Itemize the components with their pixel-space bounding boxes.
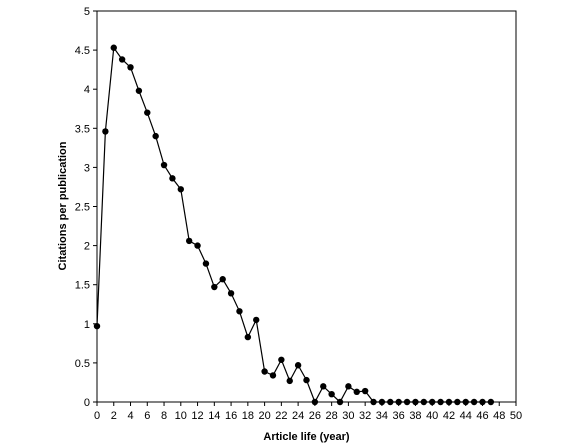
data-point	[328, 390, 335, 398]
data-point	[345, 383, 352, 390]
x-tick-label: 48	[493, 410, 505, 422]
y-axis-title: Citations per publication	[57, 141, 69, 270]
series-line	[96, 46, 491, 404]
data-point	[487, 398, 495, 406]
x-tick-label: 28	[326, 410, 338, 422]
data-point	[437, 398, 444, 406]
y-tick-label: 2.5	[75, 202, 90, 214]
y-tick-label: 3	[84, 162, 90, 174]
data-point	[336, 398, 344, 406]
x-tick-label: 30	[342, 410, 354, 422]
data-point	[102, 128, 109, 135]
data-point	[470, 398, 478, 406]
y-tick-label: 1	[84, 319, 90, 331]
data-point	[127, 64, 134, 71]
data-point	[269, 372, 277, 379]
x-axis-title: Article life (year)	[263, 431, 350, 443]
plot-frame	[96, 10, 517, 403]
data-point	[294, 362, 302, 369]
data-point	[219, 276, 226, 283]
y-tick-label: 3.5	[75, 123, 90, 135]
data-point	[303, 376, 310, 384]
x-tick-label: 44	[460, 410, 472, 422]
y-tick-label: 0.5	[75, 358, 90, 370]
data-point	[93, 322, 101, 330]
x-tick-label: 12	[191, 410, 203, 422]
y-tick-label: 4.5	[75, 45, 90, 57]
data-point	[185, 237, 193, 245]
data-point	[194, 242, 201, 249]
x-tick-label: 26	[309, 410, 321, 422]
x-tick-label: 22	[275, 410, 287, 422]
data-point	[311, 398, 319, 406]
data-point	[361, 387, 369, 395]
x-tick-label: 0	[94, 410, 100, 422]
x-tick-label: 46	[476, 410, 488, 422]
data-point	[202, 260, 210, 267]
data-point	[244, 333, 252, 341]
data-point	[370, 398, 377, 406]
y-tick-label: 2	[84, 241, 90, 253]
data-point	[445, 398, 453, 406]
x-tick-label: 16	[225, 410, 237, 422]
x-tick-label: 36	[393, 410, 405, 422]
data-point	[378, 398, 386, 406]
data-point	[261, 368, 268, 375]
data-point	[177, 186, 184, 193]
data-point	[278, 356, 285, 363]
data-point	[479, 398, 486, 406]
x-tick-label: 42	[443, 410, 455, 422]
x-tick-label: 4	[127, 410, 133, 422]
data-point	[211, 283, 218, 291]
data-point	[412, 398, 419, 406]
y-tick-label: 4	[84, 84, 90, 96]
data-point	[236, 308, 243, 315]
data-point	[320, 383, 327, 390]
x-tick-label: 2	[111, 410, 117, 422]
data-point	[454, 398, 461, 406]
x-tick-label: 6	[144, 410, 150, 422]
data-point	[135, 87, 143, 94]
x-tick-label: 34	[376, 410, 388, 422]
data-point	[169, 175, 176, 182]
x-tick-label: 18	[242, 410, 254, 422]
data-point	[395, 398, 402, 406]
x-tick-label: 14	[208, 410, 220, 422]
data-point	[387, 398, 394, 406]
data-point	[353, 388, 360, 396]
y-axis-ticks: 0 0.5 1 1.5 2 2.5 3 3.5 4 4.5 5	[75, 6, 97, 409]
x-tick-label: 20	[258, 410, 270, 422]
x-axis-ticks: 0 2 4 6 8 10 12 14 16 18 20 22 24 26 28 30 32 34 36 38 40 42 4…	[94, 402, 522, 422]
data-point	[160, 161, 168, 169]
x-tick-label: 8	[161, 410, 167, 422]
data-point	[429, 398, 436, 406]
data-point	[403, 398, 411, 406]
x-tick-label: 50	[510, 410, 522, 422]
data-point	[286, 377, 293, 385]
data-point	[420, 398, 428, 406]
data-series	[93, 44, 495, 406]
y-tick-label: 1.5	[75, 280, 90, 292]
data-point	[462, 398, 469, 406]
data-point	[110, 44, 117, 51]
y-tick-label: 0	[84, 397, 90, 409]
data-point	[253, 316, 260, 324]
data-point	[144, 109, 151, 116]
y-tick-label: 5	[84, 6, 90, 18]
x-tick-label: 24	[292, 410, 304, 422]
data-point	[118, 56, 126, 63]
x-tick-label: 38	[409, 410, 421, 422]
data-point	[227, 290, 235, 297]
x-tick-label: 10	[175, 410, 187, 422]
data-point	[152, 132, 159, 140]
x-tick-label: 32	[359, 410, 371, 422]
x-tick-label: 40	[426, 410, 438, 422]
